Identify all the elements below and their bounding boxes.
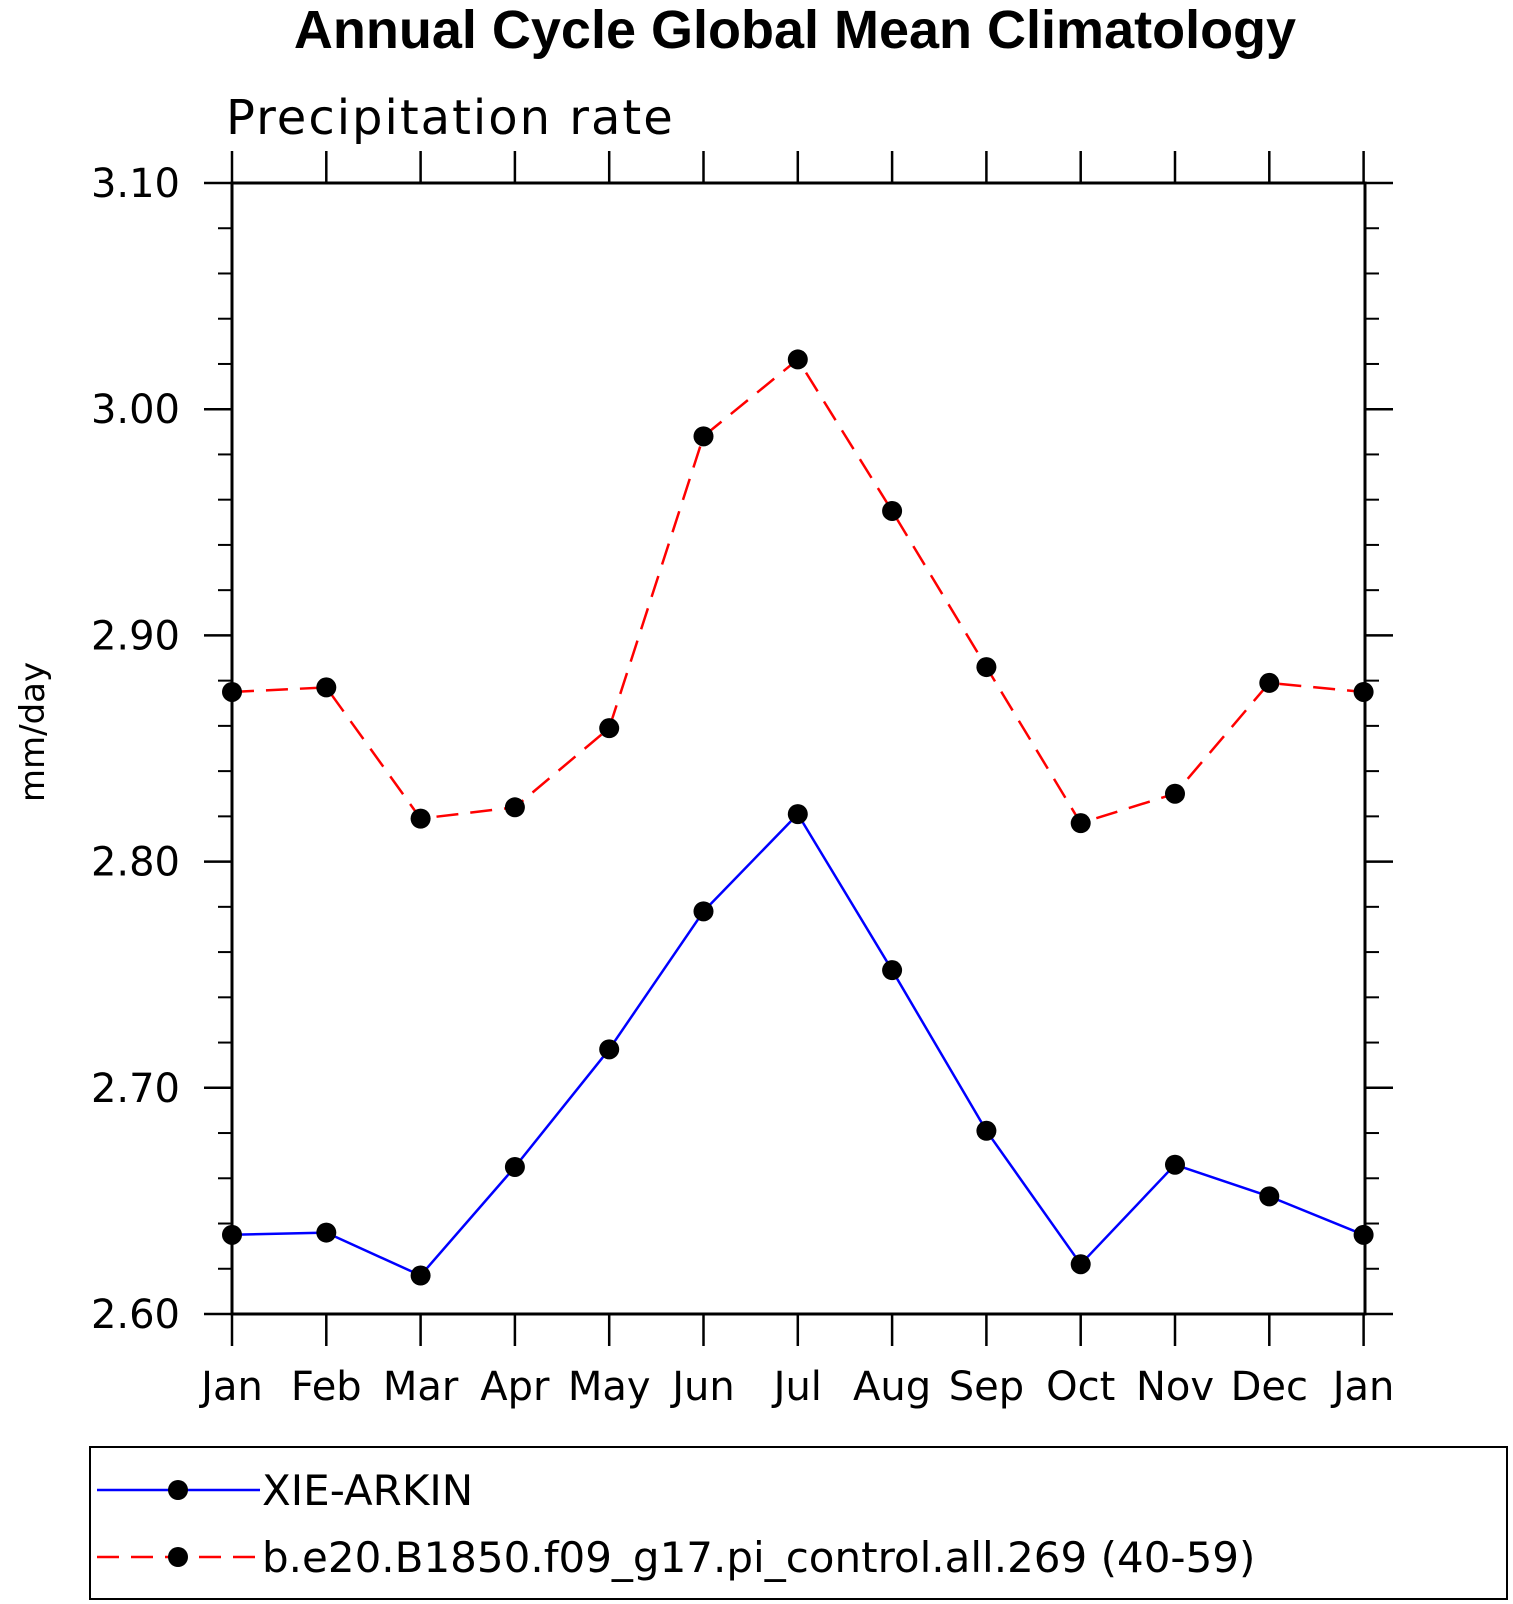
x-tick-label: Jul xyxy=(771,1364,822,1410)
series-2-point xyxy=(976,657,997,678)
x-tick-label: Nov xyxy=(1136,1364,1214,1410)
series-1-point xyxy=(1165,1154,1185,1175)
series-2-point xyxy=(222,681,242,702)
series-layer xyxy=(222,349,1374,1286)
y-tick-label: 2.90 xyxy=(91,613,180,659)
series-2-point xyxy=(316,677,337,698)
chart-title: Annual Cycle Global Mean Climatology xyxy=(294,0,1296,60)
x-tick-label: Sep xyxy=(949,1364,1024,1410)
x-axis-ticks xyxy=(230,151,1365,1346)
x-tick-label: Jun xyxy=(669,1364,735,1410)
y-tick-label: 2.70 xyxy=(91,1066,180,1112)
x-tick-label: Feb xyxy=(291,1364,362,1410)
series-2-point xyxy=(410,808,431,829)
series-1 xyxy=(222,804,1374,1286)
series-2-point xyxy=(693,426,714,447)
x-axis-tick-labels: Jan Feb Mar Apr May Jun Jul Aug Sep Oct Nov Dec Jan xyxy=(198,1364,1394,1410)
x-tick-label: Mar xyxy=(383,1364,459,1410)
x-tick-label: Jan xyxy=(198,1364,263,1410)
legend: XIE-ARKIN b.e20.B1850.f09_g17.pi_control… xyxy=(89,1446,1508,1600)
x-tick-label: Jan xyxy=(1330,1364,1395,1410)
series-2 xyxy=(222,349,1374,834)
y-axis-label: mm/day xyxy=(13,662,53,802)
series-1-point xyxy=(1259,1186,1280,1207)
series-2-point xyxy=(1353,681,1374,702)
series-1-point xyxy=(410,1265,431,1286)
series-1-point xyxy=(787,804,808,825)
y-tick-label: 3.00 xyxy=(91,387,180,433)
series-1-point xyxy=(599,1039,620,1060)
series-1-point xyxy=(1070,1254,1091,1275)
series-line-2 xyxy=(231,358,1364,825)
series-2-point xyxy=(599,718,620,739)
series-2-point xyxy=(882,500,903,521)
x-tick-label: Oct xyxy=(1046,1364,1115,1410)
series-line-1 xyxy=(231,812,1365,1277)
series-2-point xyxy=(504,797,525,818)
legend-swatch-marker-model xyxy=(168,1547,188,1567)
legend-label-xie-arkin: XIE-ARKIN xyxy=(262,1466,473,1515)
x-tick-label: Apr xyxy=(480,1364,550,1410)
series-1-point xyxy=(1353,1224,1374,1245)
y-tick-label: 3.10 xyxy=(91,161,180,207)
y-tick-label: 2.80 xyxy=(91,840,180,886)
series-1-point xyxy=(976,1120,997,1141)
plot-frame xyxy=(230,181,1367,1316)
series-1-point xyxy=(882,960,903,981)
x-tick-label: Dec xyxy=(1231,1364,1308,1410)
legend-box xyxy=(89,1446,1508,1600)
series-2-point xyxy=(787,349,808,370)
series-1-point xyxy=(316,1222,337,1243)
y-tick-label: 2.60 xyxy=(91,1292,180,1338)
series-1-point xyxy=(693,901,714,922)
chart-subtitle: Precipitation rate xyxy=(226,90,675,146)
minor-ticks xyxy=(218,227,1379,1270)
series-1-point xyxy=(222,1224,242,1245)
series-2-point xyxy=(1259,672,1280,693)
y-axis-tick-labels: 2.60 2.70 2.80 2.90 3.00 3.10 xyxy=(91,161,180,1338)
x-tick-label: Aug xyxy=(853,1364,931,1410)
series-1-point xyxy=(504,1156,525,1177)
y-axis-ticks xyxy=(204,181,1393,1316)
legend-label-model: b.e20.B1850.f09_g17.pi_control.all.269 (… xyxy=(262,1533,1255,1582)
series-2-point xyxy=(1070,813,1091,834)
series-2-point xyxy=(1165,783,1185,804)
x-tick-label: May xyxy=(568,1364,651,1410)
legend-swatch-marker-xie-arkin xyxy=(168,1480,188,1500)
